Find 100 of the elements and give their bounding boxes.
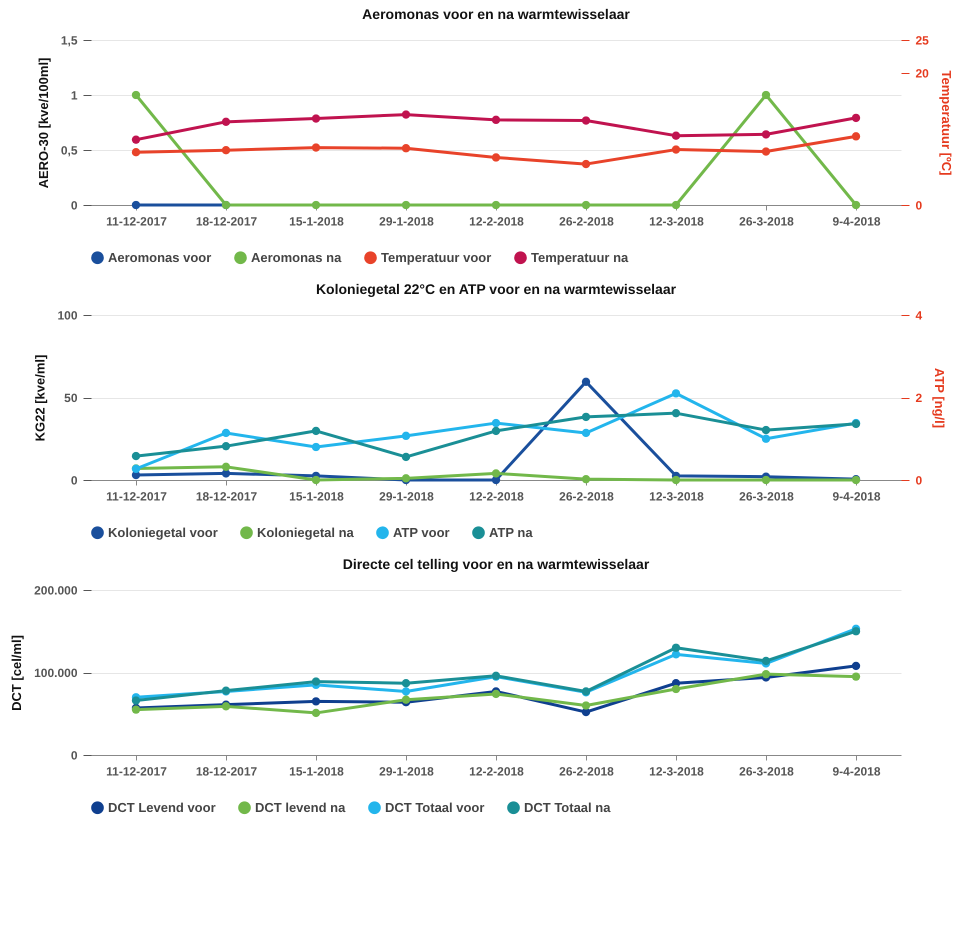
x-tick-label: 15-1-2018	[289, 764, 344, 778]
point	[852, 114, 860, 122]
x-tick-label: 29-1-2018	[379, 214, 434, 228]
point	[312, 442, 320, 452]
y2-tick-label: 0	[916, 474, 922, 488]
point	[222, 442, 230, 450]
legend-label: Aeromonas voor	[108, 250, 212, 265]
point	[582, 475, 590, 484]
point	[672, 389, 680, 398]
y2-tick-label: 0	[916, 198, 922, 212]
legend-label: DCT Levend voor	[108, 800, 216, 815]
legend-label: Koloniegetal na	[257, 524, 355, 540]
x-tick-label: 12-3-2018	[649, 764, 704, 778]
legend-label: DCT levend na	[255, 800, 346, 815]
point	[852, 662, 860, 670]
point	[222, 428, 230, 438]
y2-axis-title: Temperatuur [ºC]	[938, 70, 954, 176]
point	[402, 696, 410, 704]
y2-tick-label: 4	[916, 308, 922, 322]
x-tick-label: 12-2-2018	[469, 764, 524, 778]
point	[582, 378, 590, 386]
x-tick-label: 12-2-2018	[469, 214, 524, 228]
point	[492, 116, 500, 124]
point	[672, 684, 680, 694]
point	[402, 687, 410, 696]
x-tick-label: 12-2-2018	[469, 490, 524, 504]
point	[582, 116, 590, 125]
x-tick-label: 11-12-2017	[106, 214, 168, 228]
point	[672, 132, 680, 140]
point	[492, 426, 500, 436]
point	[672, 409, 680, 418]
point	[762, 147, 770, 156]
y-tick-label: 1	[70, 88, 78, 102]
point	[402, 679, 410, 688]
point	[762, 476, 770, 484]
y-tick-label: 100	[57, 308, 78, 322]
x-tick-label: 18-12-2017	[196, 764, 258, 778]
x-tick-label: 15-1-2018	[289, 490, 344, 504]
y-tick-label: 0	[70, 198, 78, 212]
legend-label: Temperatuur na	[531, 250, 630, 265]
point	[672, 476, 680, 484]
x-tick-label: 26-2-2018	[559, 764, 614, 778]
legend-label: Aeromonas na	[251, 250, 342, 265]
point	[762, 656, 770, 666]
point	[672, 145, 680, 154]
chart-title: Aeromonas voor en na warmtewisselaar	[362, 6, 630, 22]
point	[762, 670, 770, 678]
y2-tick-label: 20	[916, 66, 930, 80]
point	[312, 476, 320, 484]
point	[312, 426, 320, 436]
point	[402, 110, 410, 119]
x-tick-label: 26-3-2018	[739, 214, 794, 228]
point	[582, 428, 590, 438]
y-tick-label: 1,5	[60, 34, 78, 48]
y-tick-label: 200.000	[34, 584, 78, 598]
point	[402, 432, 410, 440]
point	[312, 143, 320, 152]
point	[852, 132, 860, 141]
x-tick-label: 29-1-2018	[379, 490, 434, 504]
y2-tick-label: 2	[916, 391, 922, 405]
legend-label: Koloniegetal voor	[108, 524, 218, 540]
y2-axis-title: ATP [ng/l]	[932, 368, 948, 428]
x-tick-label: 29-1-2018	[379, 764, 434, 778]
x-tick-label: 26-2-2018	[559, 214, 614, 228]
point	[582, 701, 590, 710]
x-tick-label: 9-4-2018	[832, 764, 881, 778]
legend-label: DCT Totaal na	[524, 800, 612, 815]
point	[222, 118, 230, 126]
point	[312, 677, 320, 686]
y-tick-label: 0	[70, 474, 78, 488]
x-tick-label: 18-12-2017	[196, 214, 258, 228]
point	[312, 114, 320, 123]
point	[762, 130, 770, 139]
point	[492, 418, 500, 428]
point	[582, 412, 590, 422]
point	[132, 452, 140, 460]
point	[492, 153, 500, 162]
point	[222, 146, 230, 154]
point	[132, 135, 140, 144]
x-tick-label: 12-3-2018	[649, 490, 704, 504]
point	[132, 148, 140, 156]
point	[132, 696, 140, 705]
y-tick-label: 50	[64, 391, 78, 405]
chart-title: Koloniegetal 22°C en ATP voor en na warmtewisselaar	[316, 281, 677, 297]
point	[222, 462, 230, 471]
point	[312, 697, 320, 706]
x-tick-label: 26-2-2018	[559, 490, 614, 504]
point	[402, 452, 410, 462]
y-axis-title: AERO-30 [kve/100ml]	[36, 58, 51, 188]
x-tick-label: 11-12-2017	[106, 490, 168, 504]
x-tick-label: 11-12-2017	[106, 764, 168, 778]
x-tick-label: 9-4-2018	[832, 490, 881, 504]
x-tick-label: 12-3-2018	[649, 214, 704, 228]
legend-label: ATP na	[489, 524, 534, 540]
point	[492, 469, 500, 478]
point	[852, 627, 860, 636]
y-axis-title: DCT [cel/ml]	[9, 635, 24, 711]
point	[762, 426, 770, 434]
point	[582, 160, 590, 168]
y-tick-label: 100.000	[34, 666, 78, 680]
